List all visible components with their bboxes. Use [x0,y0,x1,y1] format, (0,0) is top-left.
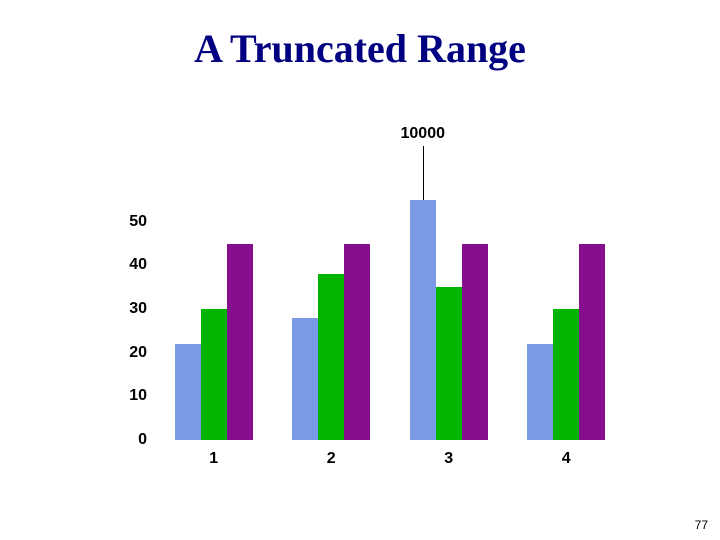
bar [175,344,201,440]
annotation-arrow [423,146,424,200]
y-tick-label: 40 [129,256,155,274]
bar [553,309,579,440]
y-tick-label: 0 [138,431,155,449]
bar [527,344,553,440]
bar [410,200,436,440]
bar [462,244,488,440]
bar [318,274,344,440]
bar [579,244,605,440]
bar [344,244,370,440]
x-tick-label: 3 [444,440,453,468]
annotation-label: 10000 [401,125,446,143]
y-tick-label: 50 [129,213,155,231]
bar [292,318,318,440]
bar [227,244,253,440]
bar-chart: 010203040501234 10000 [0,0,720,540]
page-number: 77 [695,518,708,532]
plot-area: 010203040501234 [155,200,625,440]
bar [201,309,227,440]
y-tick-label: 10 [129,387,155,405]
x-tick-label: 4 [562,440,571,468]
y-tick-label: 30 [129,300,155,318]
bar [436,287,462,440]
y-tick-label: 20 [129,344,155,362]
x-tick-label: 1 [209,440,218,468]
x-tick-label: 2 [327,440,336,468]
